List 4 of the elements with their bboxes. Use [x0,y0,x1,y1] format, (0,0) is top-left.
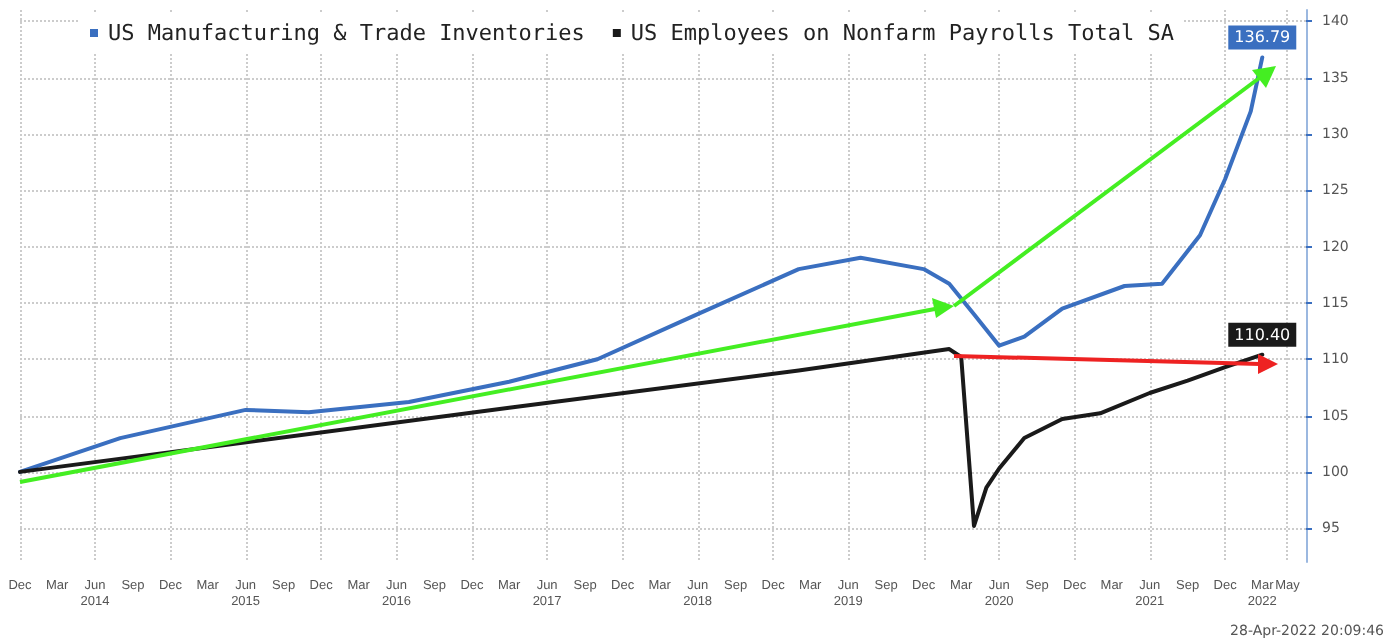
data-label: 136.79 [1234,28,1291,47]
legend-label: US Employees on Nonfarm Payrolls Total SA [630,20,1175,46]
data-label: 110.40 [1234,325,1291,344]
legend-label: US Manufacturing & Trade Inventories [108,20,585,46]
